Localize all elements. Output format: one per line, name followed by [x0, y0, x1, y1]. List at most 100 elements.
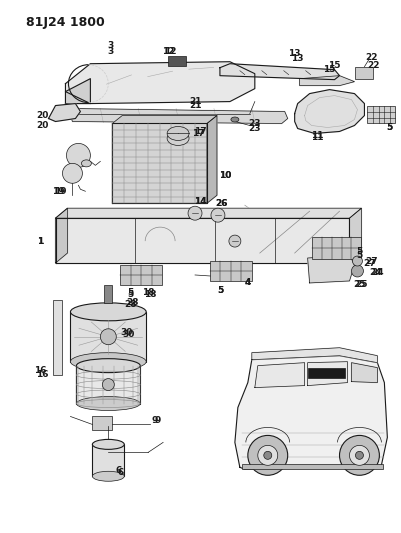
Text: 21: 21 — [189, 97, 201, 106]
Bar — [312, 237, 361, 259]
Circle shape — [100, 329, 116, 345]
Circle shape — [340, 435, 379, 475]
Text: 4: 4 — [245, 278, 251, 287]
Ellipse shape — [92, 471, 124, 481]
Ellipse shape — [92, 439, 124, 449]
Text: 9: 9 — [152, 416, 158, 425]
Text: 10: 10 — [219, 171, 231, 180]
Text: 19: 19 — [52, 187, 65, 196]
Circle shape — [258, 446, 278, 465]
Text: 16: 16 — [36, 370, 49, 379]
Text: 21: 21 — [189, 101, 201, 110]
Text: 1: 1 — [37, 237, 44, 246]
Ellipse shape — [81, 160, 91, 167]
Polygon shape — [65, 62, 255, 103]
Text: 27: 27 — [363, 259, 376, 268]
Bar — [120, 265, 162, 285]
Polygon shape — [308, 255, 354, 283]
Bar — [104, 285, 112, 303]
Text: 22: 22 — [365, 53, 378, 62]
Text: 14: 14 — [194, 197, 206, 206]
Text: 27: 27 — [365, 256, 378, 265]
Text: 10: 10 — [219, 171, 231, 180]
Text: 12: 12 — [164, 47, 176, 56]
Text: 15: 15 — [328, 61, 341, 70]
Ellipse shape — [77, 397, 140, 410]
Polygon shape — [308, 362, 348, 385]
Circle shape — [211, 208, 225, 222]
Circle shape — [264, 451, 272, 459]
Ellipse shape — [71, 353, 146, 370]
Polygon shape — [55, 208, 67, 263]
Circle shape — [355, 451, 363, 459]
Polygon shape — [65, 79, 90, 103]
Circle shape — [67, 143, 90, 167]
Polygon shape — [350, 208, 361, 263]
Text: 17: 17 — [192, 129, 205, 138]
FancyBboxPatch shape — [355, 67, 373, 79]
Text: 5: 5 — [356, 251, 363, 260]
Text: 26: 26 — [216, 199, 228, 208]
Text: 5: 5 — [356, 247, 363, 255]
Text: 28: 28 — [124, 301, 136, 309]
Text: 5: 5 — [386, 123, 393, 132]
Text: 18: 18 — [144, 290, 156, 300]
Text: 11: 11 — [311, 133, 324, 142]
Text: 4: 4 — [245, 278, 251, 287]
Polygon shape — [55, 208, 361, 218]
Circle shape — [248, 435, 288, 475]
Text: 11: 11 — [311, 131, 324, 140]
Text: 16: 16 — [34, 366, 47, 375]
Polygon shape — [71, 109, 288, 124]
Circle shape — [188, 206, 202, 220]
Ellipse shape — [167, 126, 189, 140]
Text: 14: 14 — [194, 197, 206, 206]
Text: 13: 13 — [288, 49, 301, 58]
Text: 5: 5 — [217, 286, 223, 295]
Text: 23: 23 — [249, 119, 261, 128]
Text: 1: 1 — [37, 237, 44, 246]
Text: 17: 17 — [194, 127, 206, 136]
Text: 3: 3 — [107, 47, 113, 56]
Circle shape — [229, 235, 241, 247]
Circle shape — [63, 163, 83, 183]
Text: 26: 26 — [216, 199, 228, 208]
Polygon shape — [55, 218, 350, 263]
Text: 20: 20 — [36, 111, 49, 120]
Text: 18: 18 — [142, 288, 154, 297]
Text: 19: 19 — [54, 187, 67, 196]
Bar — [53, 300, 63, 375]
Bar — [71, 312, 146, 362]
Ellipse shape — [77, 359, 140, 373]
Ellipse shape — [71, 303, 146, 321]
Circle shape — [351, 265, 363, 277]
Text: 5: 5 — [386, 123, 393, 132]
Bar — [92, 445, 124, 477]
Text: 6: 6 — [115, 466, 122, 475]
Circle shape — [350, 446, 369, 465]
Polygon shape — [255, 362, 305, 387]
Text: 6: 6 — [117, 468, 124, 477]
Polygon shape — [235, 356, 387, 469]
Text: 24: 24 — [369, 269, 382, 278]
Bar — [210, 261, 252, 281]
Text: 28: 28 — [126, 298, 138, 308]
Text: 23: 23 — [249, 124, 261, 133]
Polygon shape — [49, 103, 81, 122]
Circle shape — [352, 256, 363, 266]
Text: 30: 30 — [122, 330, 134, 340]
Text: 25: 25 — [355, 280, 368, 289]
Polygon shape — [112, 124, 207, 203]
Polygon shape — [252, 348, 377, 362]
Ellipse shape — [231, 117, 239, 122]
Text: 5: 5 — [127, 288, 134, 297]
Text: 13: 13 — [292, 54, 304, 63]
Text: 20: 20 — [36, 121, 49, 130]
Text: 9: 9 — [155, 416, 161, 425]
Text: 3: 3 — [107, 41, 113, 50]
Text: 22: 22 — [367, 61, 380, 70]
Polygon shape — [300, 76, 354, 86]
Text: 5: 5 — [127, 290, 134, 300]
Bar — [77, 366, 140, 403]
Text: 15: 15 — [323, 65, 336, 74]
